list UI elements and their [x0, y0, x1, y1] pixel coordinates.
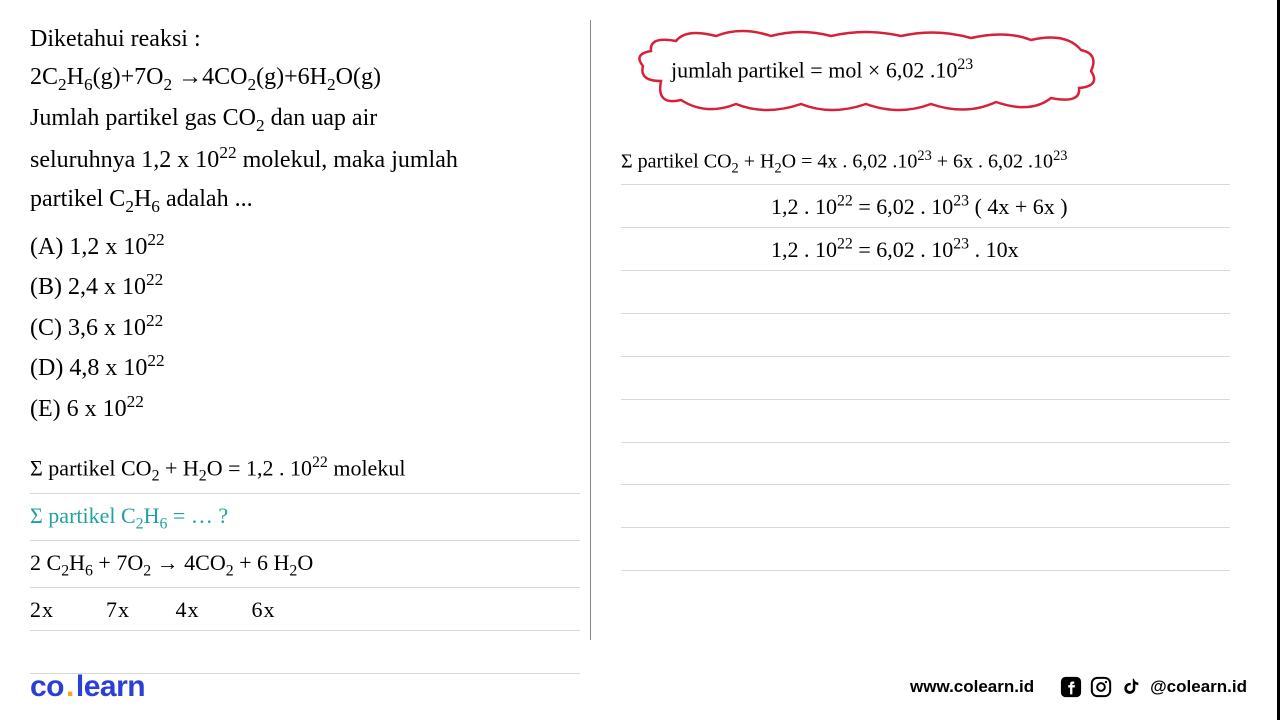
social-icons: @colearn.id — [1060, 676, 1247, 698]
hw-right-2: 1,2 . 1022 = 6,02 . 1023 ( 4x + 6x ) — [621, 185, 1230, 228]
option-e: (E) 6 x 1022 — [30, 388, 580, 428]
option-c: (C) 3,6 x 1022 — [30, 307, 580, 347]
handwriting-left: Σ partikel CO2 + H2O = 1,2 . 1022 moleku… — [30, 446, 580, 674]
problem-statement: Diketahui reaksi : 2C2H6(g)+7O2 →4CO2(g)… — [30, 20, 580, 220]
problem-equation: 2C2H6(g)+7O2 →4CO2(g)+6H2O(g) — [30, 58, 580, 98]
problem-body-1: Jumlah partikel gas CO2 dan uap air — [30, 99, 580, 139]
tiktok-icon — [1120, 676, 1142, 698]
answer-options: (A) 1,2 x 1022 (B) 2,4 x 1022 (C) 3,6 x … — [30, 226, 580, 428]
hw-left-blank — [30, 631, 580, 674]
hw-right-blank4 — [621, 400, 1230, 443]
instagram-icon — [1090, 676, 1112, 698]
social-handle: @colearn.id — [1150, 677, 1247, 697]
hw-right-blank6 — [621, 485, 1230, 528]
footer: co.learn www.colearn.id @colearn.id — [30, 670, 1247, 704]
page: Diketahui reaksi : 2C2H6(g)+7O2 →4CO2(g)… — [0, 0, 1280, 720]
hw-right-blank2 — [621, 314, 1230, 357]
problem-body-2: seluruhnya 1,2 x 1022 molekul, maka juml… — [30, 139, 580, 179]
option-a: (A) 1,2 x 1022 — [30, 226, 580, 266]
formula-cloud: jumlah partikel = mol × 6,02 .1023 — [631, 26, 1101, 116]
cloud-formula-text: jumlah partikel = mol × 6,02 .1023 — [671, 56, 973, 83]
hw-left-4: 2x 7x 4x 6x — [30, 588, 580, 631]
facebook-icon — [1060, 676, 1082, 698]
logo-right: learn — [76, 670, 145, 703]
problem-body-3: partikel C2H6 adalah ... — [30, 180, 580, 220]
hw-right-1: Σ partikel CO2 + H2O = 4x . 6,02 .1023 +… — [621, 140, 1230, 185]
hw-right-blank3 — [621, 357, 1230, 400]
logo-dot-icon: . — [64, 670, 76, 703]
hw-left-2: Σ partikel C2H6 = … ? — [30, 494, 580, 541]
logo: co.learn — [30, 670, 145, 704]
website-url: www.colearn.id — [910, 677, 1034, 697]
hw-left-1: Σ partikel CO2 + H2O = 1,2 . 1022 moleku… — [30, 446, 580, 494]
footer-right: www.colearn.id @colearn.id — [910, 676, 1247, 698]
option-d: (D) 4,8 x 1022 — [30, 347, 580, 387]
hw-right-3: 1,2 . 1022 = 6,02 . 1023 . 10x — [621, 228, 1230, 271]
handwriting-right: Σ partikel CO2 + H2O = 4x . 6,02 .1023 +… — [621, 140, 1230, 571]
option-b: (B) 2,4 x 1022 — [30, 266, 580, 306]
left-column: Diketahui reaksi : 2C2H6(g)+7O2 →4CO2(g)… — [30, 20, 590, 640]
right-column: jumlah partikel = mol × 6,02 .1023 Σ par… — [590, 20, 1230, 640]
content-area: Diketahui reaksi : 2C2H6(g)+7O2 →4CO2(g)… — [0, 0, 1277, 640]
hw-right-blank1 — [621, 271, 1230, 314]
hw-right-blank5 — [621, 443, 1230, 486]
logo-left: co — [30, 670, 64, 703]
hw-right-blank7 — [621, 528, 1230, 571]
hw-left-3: 2 C2H6 + 7O2 → 4CO2 + 6 H2O — [30, 541, 580, 588]
problem-title: Diketahui reaksi : — [30, 20, 580, 58]
